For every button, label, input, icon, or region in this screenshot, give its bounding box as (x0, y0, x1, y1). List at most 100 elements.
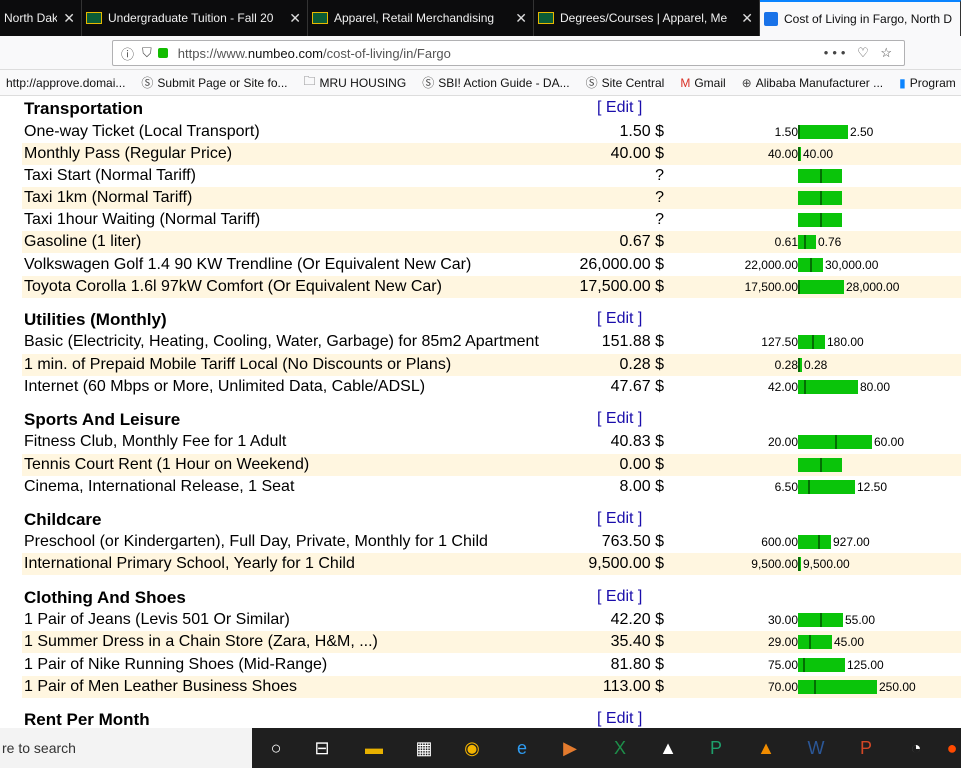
more-icon[interactable]: ••• (823, 45, 850, 60)
item-price: ? (655, 189, 664, 206)
tab-north-dakota[interactable]: North Dak ✕ (0, 0, 82, 36)
bookmark-icon: ▮ (899, 75, 906, 90)
range-max: 250.00 (879, 680, 916, 694)
table-row: Taxi 1km (Normal Tariff)? (22, 187, 961, 209)
range-average-mark (798, 125, 800, 139)
star-icon[interactable]: ☆ (880, 45, 896, 60)
info-icon[interactable]: ⓘ (121, 46, 135, 62)
edit-link[interactable]: [ Edit ] (597, 99, 643, 116)
media-player-icon[interactable]: ▶ (563, 738, 577, 758)
close-icon[interactable]: ✕ (289, 9, 301, 26)
range-bar (798, 658, 845, 672)
price-range: 1.50 2.50 (702, 125, 952, 139)
range-max: 60.00 (874, 435, 905, 449)
range-average-mark (812, 335, 814, 349)
edit-link[interactable]: [ Edit ] (597, 410, 643, 427)
bookmark-submit-page[interactable]: Ⓢ Submit Page or Site fo... (141, 74, 287, 91)
item-label: Taxi 1hour Waiting (Normal Tariff) (24, 211, 261, 228)
bookmark-label: Alibaba Manufacturer ... (755, 75, 884, 90)
bookmark-alibaba[interactable]: ⊕ Alibaba Manufacturer ... (742, 76, 883, 90)
firefox-icon[interactable]: ● (946, 738, 958, 758)
close-icon[interactable]: ✕ (741, 9, 753, 26)
pocket-icon[interactable]: ♡ (857, 45, 873, 60)
chrome-icon[interactable]: ◉ (464, 738, 480, 758)
edit-link[interactable]: [ Edit ] (597, 588, 643, 605)
range-bar (798, 358, 802, 372)
range-min: 70.00 (767, 680, 798, 694)
item-price: 9,500.00 $ (588, 555, 664, 572)
task-view-icon[interactable]: ⊟ (314, 738, 330, 758)
shield-icon[interactable]: ⛉ (142, 45, 152, 60)
page-actions: ••• ♡ ☆ (824, 45, 896, 61)
bookmark-site-central[interactable]: Ⓢ Site Central (586, 74, 665, 91)
edit-link[interactable]: [ Edit ] (597, 310, 643, 327)
calculator-icon[interactable]: ▦ (415, 738, 433, 758)
item-label: International Primary School, Yearly for… (24, 555, 355, 572)
tab-degrees-courses[interactable]: Degrees/Courses | Apparel, Me ✕ (534, 0, 760, 36)
item-price: ? (655, 167, 664, 184)
edit-link[interactable]: [ Edit ] (597, 510, 643, 527)
s-icon: Ⓢ (422, 76, 435, 90)
price-range: 0.61 0.76 (702, 235, 952, 249)
bookmark-mru-housing[interactable]: 🗀 MRU HOUSING (304, 72, 407, 93)
range-max: 80.00 (860, 380, 891, 394)
item-label: Monthly Pass (Regular Price) (24, 145, 233, 162)
price-range: 9,500.00 9,500.00 (702, 557, 952, 571)
item-label: Taxi Start (Normal Tariff) (24, 167, 196, 184)
tab-title: Degrees/Courses | Apparel, Me (560, 11, 728, 25)
range-average-mark (818, 535, 820, 549)
tab-undergraduate-tuition[interactable]: Undergraduate Tuition - Fall 20 ✕ (82, 0, 308, 36)
cost-of-living-table: Transportation [ Edit ] One-way Ticket (Lo… (0, 96, 961, 728)
edge-icon[interactable]: e (516, 738, 527, 758)
address-bar[interactable]: ⓘ ⛉ https://www.numbeo.com/cost-of-livin… (112, 40, 905, 66)
bookmark-approve[interactable]: http://approve.domai... (6, 76, 125, 90)
section-title: Utilities (Monthly) (24, 310, 167, 329)
range-average-mark (820, 458, 822, 472)
tab-cost-of-living[interactable]: Cost of Living in Fargo, North D (760, 0, 961, 36)
table-row: Tennis Court Rent (1 Hour on Weekend) 0.0… (22, 454, 961, 476)
tab-strip: North Dak ✕ Undergraduate Tuition - Fall… (0, 0, 961, 36)
close-icon[interactable]: ✕ (63, 9, 75, 26)
s-icon: Ⓢ (585, 76, 598, 90)
range-min: 600.00 (761, 535, 798, 549)
range-max: 0.28 (804, 358, 828, 372)
price-range: 127.50 180.00 (702, 335, 952, 349)
range-min: 30.00 (767, 613, 798, 627)
url-text[interactable]: https://www.numbeo.com/cost-of-living/in… (177, 45, 451, 61)
photos-icon[interactable]: ▲ (659, 738, 677, 758)
price-range: 6.50 12.50 (702, 480, 952, 494)
range-min: 75.00 (767, 658, 798, 672)
bookmark-sbi-action-guide[interactable]: Ⓢ SBI! Action Guide - DA... (422, 74, 569, 91)
range-min: 42.00 (767, 380, 798, 394)
cortana-icon[interactable]: ○ (270, 738, 282, 758)
s-icon: Ⓢ (141, 76, 154, 90)
close-icon[interactable]: ✕ (515, 9, 527, 26)
item-price: 113.00 $ (602, 678, 664, 695)
excel-icon[interactable]: X (613, 738, 626, 758)
section-header: Clothing And Shoes [ Edit ] (22, 586, 961, 608)
tab-title: Apparel, Retail Merchandising (334, 11, 495, 25)
table-row: Fitness Club, Monthly Fee for 1 Adult 40.… (22, 431, 961, 453)
publisher-icon[interactable]: P (709, 738, 722, 758)
range-min: 17,500.00 (744, 280, 798, 294)
powerpoint-icon[interactable]: P (859, 738, 872, 758)
bookmark-gmail[interactable]: M Gmail (680, 76, 725, 90)
word-icon[interactable]: W (807, 738, 825, 758)
clock-app-icon[interactable]: ◔ (910, 738, 922, 758)
item-price: 0.67 $ (619, 233, 664, 250)
lock-icon[interactable] (157, 48, 168, 58)
edit-link[interactable]: [ Edit ] (597, 710, 643, 727)
tab-apparel-retail[interactable]: Apparel, Retail Merchandising ✕ (308, 0, 534, 36)
file-explorer-icon[interactable]: ▬ (365, 738, 383, 758)
item-label: Internet (60 Mbps or More, Unlimited Dat… (24, 378, 426, 395)
range-average-mark (810, 258, 812, 272)
table-row: Toyota Corolla 1.6l 97kW Comfort (Or Equ… (22, 276, 961, 298)
vlc-icon[interactable]: ▲ (757, 738, 775, 758)
range-average-mark (804, 235, 806, 249)
taskbar-search[interactable]: re to search (0, 728, 252, 768)
item-label: Toyota Corolla 1.6l 97kW Comfort (Or Equ… (24, 278, 442, 295)
ndsu-icon (86, 12, 102, 24)
bookmark-program[interactable]: ▮ Program (899, 76, 956, 90)
range-bar (798, 480, 855, 494)
bookmark-label: SBI! Action Guide - DA... (438, 75, 570, 90)
